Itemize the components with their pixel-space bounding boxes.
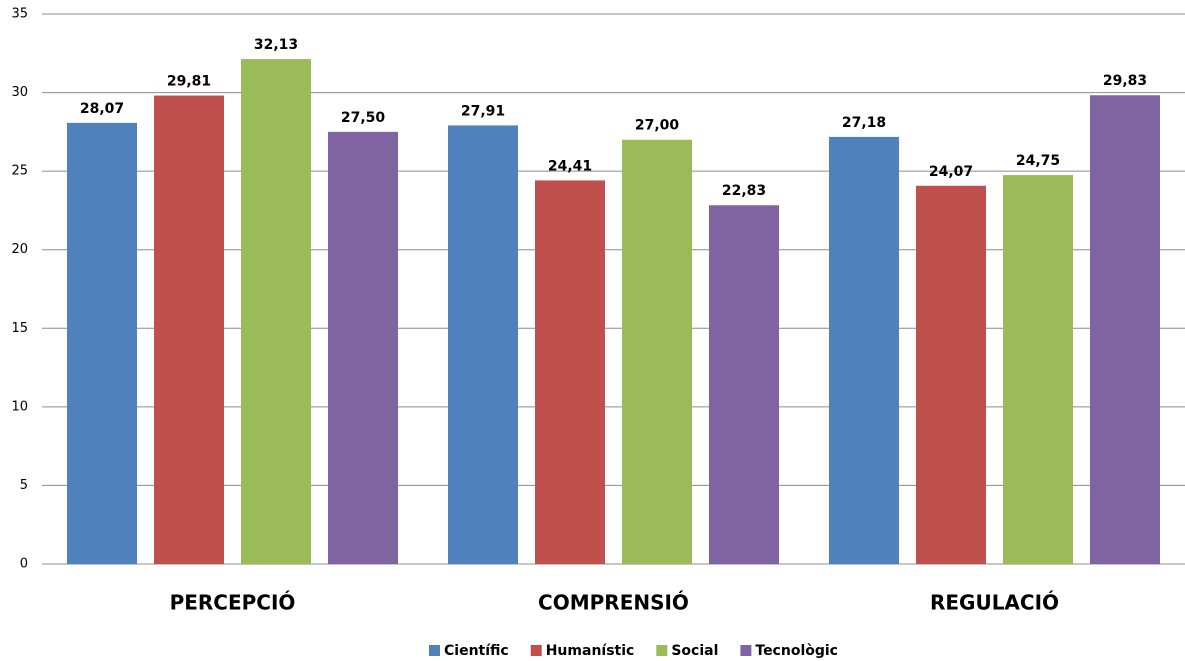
value-label: 24,07	[929, 164, 973, 180]
y-tick-label: 35	[11, 7, 28, 22]
bar	[916, 185, 986, 564]
value-label: 22,83	[722, 183, 766, 199]
legend-label: Social	[671, 643, 718, 659]
x-tick-label: REGULACIÓ	[930, 591, 1059, 615]
bar	[622, 139, 692, 564]
value-label: 27,91	[461, 103, 505, 119]
legend-label: Humanístic	[546, 643, 635, 659]
y-tick-label: 20	[11, 242, 28, 257]
value-label: 32,13	[254, 37, 298, 53]
value-label: 27,00	[635, 118, 680, 134]
bar	[1003, 175, 1073, 565]
value-label: 27,18	[842, 115, 886, 131]
bar	[241, 59, 311, 564]
value-label: 24,41	[548, 158, 592, 174]
bar	[154, 95, 224, 565]
bar	[535, 180, 605, 564]
y-tick-label: 30	[11, 85, 28, 100]
value-label: 24,75	[1016, 153, 1060, 169]
y-tick-label: 5	[20, 478, 28, 493]
y-tick-label: 25	[11, 164, 28, 179]
value-label: 29,81	[167, 74, 211, 90]
y-tick-label: 10	[11, 399, 28, 414]
bar	[448, 125, 518, 565]
y-tick-label: 15	[11, 321, 28, 336]
bar	[67, 122, 137, 565]
x-tick-label: PERCEPCIÓ	[170, 591, 296, 615]
bar	[829, 136, 899, 564]
value-label: 29,83	[1103, 73, 1147, 89]
value-label: 28,07	[80, 101, 124, 117]
legend-swatch	[429, 645, 441, 656]
legend-swatch	[656, 645, 668, 656]
value-label: 27,50	[341, 110, 386, 126]
bar	[328, 131, 398, 564]
bar	[709, 205, 779, 564]
y-tick-label: 0	[20, 557, 28, 572]
legend-swatch	[530, 645, 542, 656]
legend-label: Tecnològic	[755, 643, 838, 659]
legend-label: Científic	[444, 643, 509, 659]
legend-swatch	[740, 645, 752, 656]
bar	[1090, 95, 1160, 564]
x-tick-label: COMPRENSIÓ	[538, 591, 689, 615]
